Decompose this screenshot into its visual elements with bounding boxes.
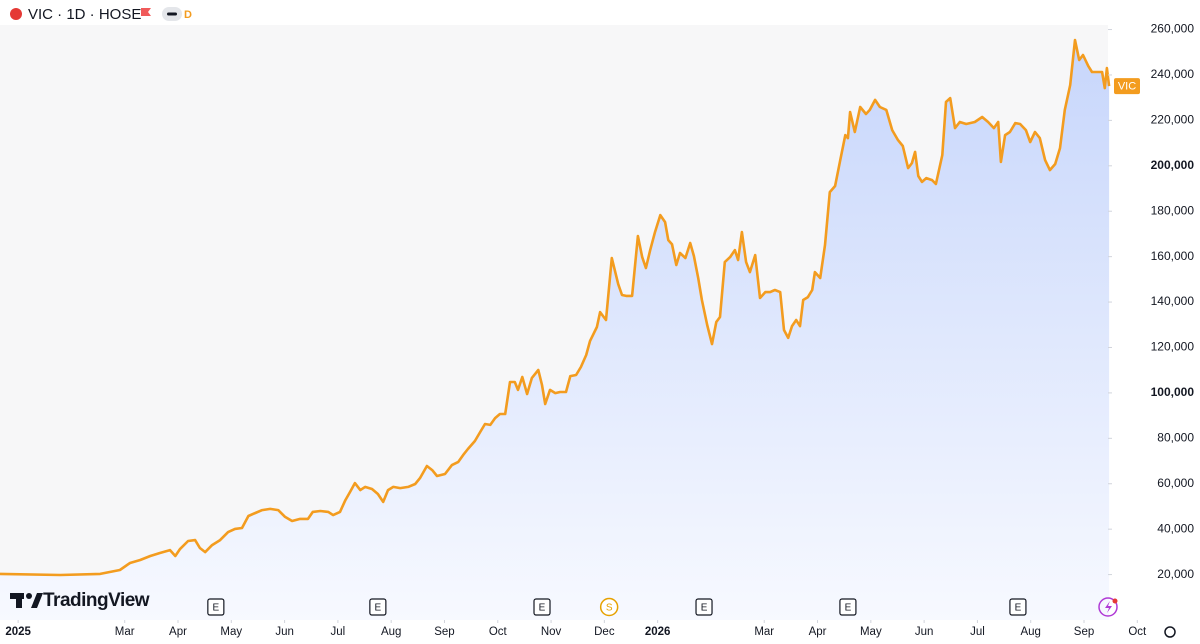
settings-icon	[1164, 626, 1176, 638]
event-marker	[533, 598, 551, 616]
x-tick-label: May	[220, 626, 242, 638]
watermark: TradingView	[43, 590, 150, 611]
alert-bolt	[1105, 601, 1112, 613]
event-label: E	[213, 603, 220, 614]
chart-title: VIC · 1D · HOSE	[28, 6, 141, 23]
status-dash	[167, 12, 177, 16]
event-marker	[207, 598, 225, 616]
event-label: S	[606, 603, 613, 614]
event-marker	[1009, 598, 1027, 616]
y-tick-label: 160,000	[1151, 249, 1195, 263]
y-tick-label: 240,000	[1151, 67, 1195, 81]
x-tick-label: Jul	[331, 626, 346, 638]
x-tick-label: 2025	[5, 626, 31, 638]
plot	[0, 38, 1111, 620]
x-tick-label: Mar	[754, 626, 774, 638]
x-tick-label: Oct	[1128, 626, 1147, 638]
y-tick-label: 260,000	[1151, 22, 1195, 36]
y-tick-label: 80,000	[1157, 430, 1194, 444]
alert-dot	[1112, 598, 1118, 604]
x-tick-label: Mar	[115, 626, 135, 638]
x-tick-label: Jul	[970, 626, 985, 638]
flag-icon	[141, 8, 151, 16]
x-tick-label: 2026	[645, 626, 671, 638]
event-label: E	[539, 603, 546, 614]
x-tick-label: Jun	[915, 626, 934, 638]
event-label: E	[845, 603, 852, 614]
event-marker	[599, 597, 619, 617]
y-tick-label: 220,000	[1151, 113, 1195, 127]
x-tick-label: Apr	[169, 626, 187, 638]
event-label: E	[375, 603, 382, 614]
y-tick-label: 40,000	[1157, 521, 1194, 535]
x-tick-label: Dec	[594, 626, 615, 638]
x-tick-label: Aug	[1020, 626, 1040, 638]
x-tick-label: Jun	[275, 626, 294, 638]
interval-badge: D	[184, 9, 192, 21]
area-fill	[0, 40, 1110, 620]
event-marker	[369, 598, 387, 616]
x-tick-label: Aug	[381, 626, 401, 638]
x-tick-label: Nov	[541, 626, 562, 638]
event-marker	[839, 598, 857, 616]
alert-icon	[1098, 597, 1118, 617]
event-label: E	[1015, 603, 1022, 614]
x-tick-label: May	[860, 626, 882, 638]
watermark-logo	[10, 593, 43, 608]
y-tick-label: 60,000	[1157, 476, 1194, 490]
y-tick-label: 120,000	[1151, 340, 1195, 354]
x-tick-label: Oct	[489, 626, 508, 638]
y-tick-label: 20,000	[1157, 567, 1194, 581]
last-price-tag	[1114, 78, 1140, 95]
legend-label: VIC	[1118, 80, 1136, 92]
y-tick-label: 200,000	[1151, 158, 1195, 172]
symbol-icon	[10, 8, 22, 20]
y-tick-label: 180,000	[1151, 203, 1195, 217]
y-tick-label: 100,000	[1151, 385, 1195, 399]
event-marker	[695, 598, 713, 616]
x-tick-label: Sep	[1074, 626, 1094, 638]
price-line	[0, 38, 1111, 577]
x-tick-label: Apr	[809, 626, 827, 638]
y-tick-label: 140,000	[1151, 294, 1195, 308]
event-label: E	[701, 603, 708, 614]
x-tick-label: Sep	[434, 626, 454, 638]
